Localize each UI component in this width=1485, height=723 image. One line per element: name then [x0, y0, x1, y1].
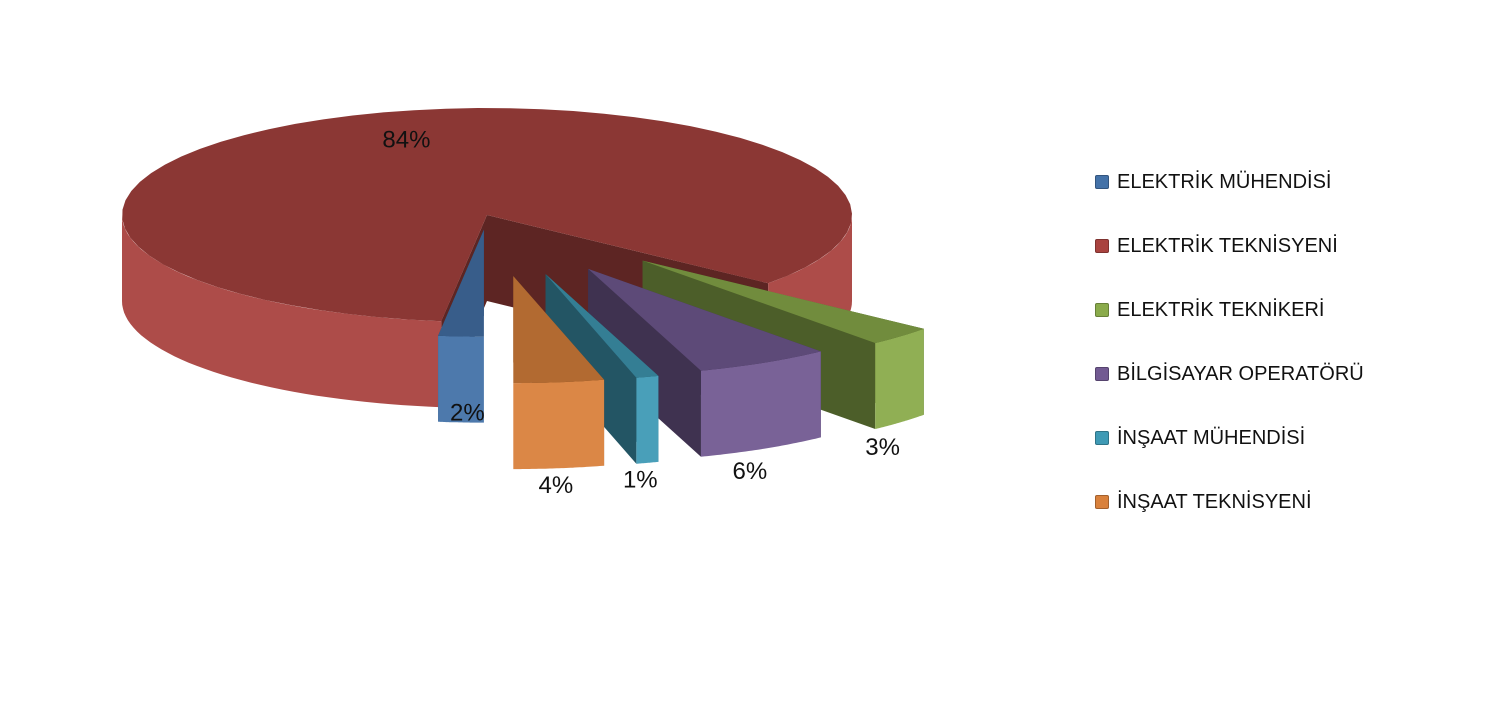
pie-slice-top — [588, 268, 821, 371]
pie-slice — [588, 268, 821, 457]
legend-item: ELEKTRİK TEKNİKERİ — [1095, 278, 1364, 342]
legend-swatch — [1095, 367, 1109, 381]
pie-slice-top — [122, 108, 853, 322]
legend-swatch — [1095, 431, 1109, 445]
pie-slice-top — [545, 274, 659, 378]
pie-slice-outer-wall — [513, 379, 605, 470]
legend-label: ELEKTRİK MÜHENDİSİ — [1117, 170, 1332, 193]
legend-label: İNŞAAT MÜHENDİSİ — [1117, 426, 1306, 449]
legend-swatch — [1095, 239, 1109, 253]
pie-slice-outer-wall — [438, 335, 484, 423]
data-label: 2% — [450, 400, 485, 427]
pie-slice-top — [438, 229, 484, 337]
data-label: 1% — [623, 467, 658, 494]
legend-item: ELEKTRİK TEKNİSYENİ — [1095, 214, 1364, 278]
pie-slice — [513, 276, 605, 470]
legend-item: ELEKTRİK MÜHENDİSİ — [1095, 150, 1364, 214]
legend-label: ELEKTRİK TEKNİKERİ — [1117, 298, 1325, 321]
data-label: 84% — [382, 126, 430, 153]
pie-slice-outer-wall — [122, 215, 442, 408]
pie-slice-outer-wall — [636, 375, 659, 464]
legend-label: BİLGİSAYAR OPERATÖRÜ — [1117, 362, 1364, 385]
pie-slice-side-wall — [588, 268, 701, 457]
pie-slice-top — [642, 260, 924, 343]
data-label: 3% — [865, 434, 900, 461]
pie-slice-outer-wall — [875, 328, 924, 429]
legend-label: İNŞAAT TEKNİSYENİ — [1117, 490, 1312, 513]
legend-item: BİLGİSAYAR OPERATÖRÜ — [1095, 342, 1364, 406]
legend-swatch — [1095, 175, 1109, 189]
data-label: 4% — [539, 472, 574, 499]
legend-label: ELEKTRİK TEKNİSYENİ — [1117, 234, 1338, 257]
legend: ELEKTRİK MÜHENDİSİ ELEKTRİK TEKNİSYENİ E… — [1095, 150, 1364, 534]
data-label: 6% — [733, 458, 768, 485]
pie-slice-outer-wall — [701, 351, 821, 457]
pie-slice-top — [513, 276, 605, 384]
legend-item: İNŞAAT TEKNİSYENİ — [1095, 470, 1364, 534]
legend-item: İNŞAAT MÜHENDİSİ — [1095, 406, 1364, 470]
legend-swatch — [1095, 495, 1109, 509]
pie-slice — [438, 229, 484, 423]
legend-swatch — [1095, 303, 1109, 317]
